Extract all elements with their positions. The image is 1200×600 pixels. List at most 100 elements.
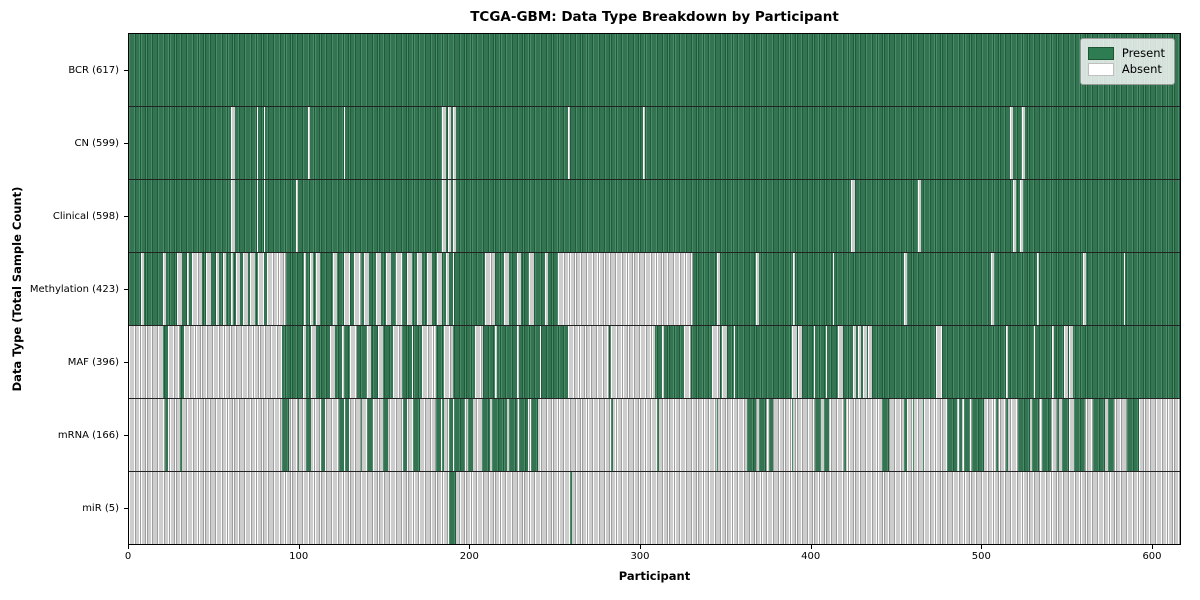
absent-segment (447, 180, 451, 252)
present-segment (1018, 399, 1031, 471)
present-segment (360, 399, 363, 471)
absent-segment (1021, 107, 1025, 179)
absent-segment (386, 253, 392, 325)
absent-segment (904, 253, 908, 325)
absent-segment (495, 326, 497, 398)
x-tick-mark (469, 545, 471, 549)
x-tick-mark (639, 545, 641, 549)
present-segment (519, 399, 528, 471)
present-segment (1074, 399, 1085, 471)
absent-segment (186, 253, 189, 325)
absent-segment (452, 253, 455, 325)
x-axis-label: Participant (618, 569, 691, 583)
y-tick-label: Methylation (423) (29, 283, 119, 295)
absent-segment (837, 326, 843, 398)
present-segment (904, 399, 908, 471)
absent-segment (330, 326, 336, 398)
present-segment (297, 399, 300, 471)
legend: Present Absent (1079, 38, 1175, 85)
absent-segment (406, 253, 412, 325)
absent-segment (539, 326, 542, 398)
absent-segment (437, 253, 443, 325)
absent-segment (452, 180, 457, 252)
absent-segment (643, 107, 646, 179)
absent-segment (168, 326, 181, 398)
present-segment (442, 399, 445, 471)
absent-segment (733, 326, 736, 398)
absent-segment (367, 326, 371, 398)
absent-segment (341, 326, 344, 398)
absent-segment (529, 253, 535, 325)
present-segment (338, 399, 344, 471)
absent-segment (721, 326, 727, 398)
absent-segment (416, 253, 422, 325)
present-segment (403, 399, 407, 471)
absent-segment (1064, 326, 1068, 398)
absent-segment (231, 107, 235, 179)
absent-segment (755, 253, 760, 325)
present-segment (570, 472, 572, 544)
x-tick-label: 500 (971, 551, 991, 562)
absent-segment (813, 326, 816, 398)
absent-segment (568, 107, 571, 179)
present-segment (382, 399, 388, 471)
y-tick-label: miR (5) (82, 502, 119, 514)
present-segment (1031, 399, 1039, 471)
absent-segment (442, 180, 446, 252)
absent-segment (1013, 180, 1017, 252)
present-segment (972, 399, 985, 471)
x-tick-label: 100 (289, 551, 309, 562)
row-strip-clinical (129, 180, 1180, 253)
present-segment (963, 399, 971, 471)
legend-label-absent: Absent (1121, 62, 1162, 76)
absent-segment (1033, 326, 1036, 398)
absent-segment (1052, 326, 1054, 398)
absent-segment (307, 107, 310, 179)
x-tick-mark (128, 545, 129, 549)
absent-segment (936, 326, 942, 398)
legend-item-present: Present (1087, 47, 1165, 60)
absent-segment (427, 253, 433, 325)
absent-segment (863, 326, 867, 398)
absent-segment (798, 326, 802, 398)
x-tick-label: 300 (630, 551, 650, 562)
absent-segment (662, 326, 664, 398)
absent-segment (1082, 253, 1087, 325)
absent-segment (350, 326, 358, 398)
present-segment (367, 399, 373, 471)
present-segment (747, 399, 756, 471)
present-segment (491, 399, 508, 471)
present-segment (413, 399, 421, 471)
present-segment (481, 399, 491, 471)
absent-segment (304, 253, 307, 325)
absent-segment (474, 326, 484, 398)
row-strip-bcr (129, 34, 1180, 107)
absent-segment (163, 253, 167, 325)
absent-segment (176, 253, 182, 325)
absent-segment (791, 326, 797, 398)
present-segment (1042, 399, 1051, 471)
absent-segment (447, 107, 451, 179)
absent-segment (231, 180, 235, 252)
absent-segment (309, 253, 313, 325)
absent-segment (858, 326, 862, 398)
present-segment (823, 399, 830, 471)
absent-segment (442, 107, 446, 179)
x-tick-mark (981, 545, 983, 549)
chart-title: TCGA-GBM: Data Type Breakdown by Partici… (470, 9, 839, 25)
absent-segment (852, 326, 857, 398)
absent-segment (215, 253, 220, 325)
present-segment (881, 399, 889, 471)
absent-segment (266, 253, 286, 325)
x-tick-label: 400 (801, 551, 821, 562)
absent-segment (222, 253, 227, 325)
row-strip-mrna (129, 399, 1180, 472)
present-segment (467, 399, 474, 471)
y-tick-mark (124, 143, 128, 144)
absent-segment (353, 253, 361, 325)
absent-segment (263, 107, 266, 179)
absent-segment (544, 253, 549, 325)
absent-segment (825, 326, 828, 398)
absent-segment (192, 253, 203, 325)
present-segment (345, 399, 349, 471)
